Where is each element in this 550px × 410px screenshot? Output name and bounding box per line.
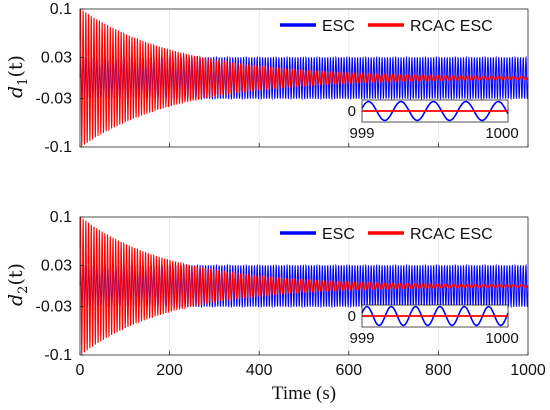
y-tick-label: 0.03 bbox=[41, 257, 72, 274]
inset-line-esc bbox=[361, 305, 509, 327]
x-tick-label: 600 bbox=[335, 362, 362, 379]
y-tick-label: -0.03 bbox=[36, 299, 73, 316]
inset-line-esc bbox=[361, 100, 509, 122]
y-axis-label: d1(t) bbox=[5, 55, 31, 98]
series-line-rcac-esc bbox=[79, 216, 529, 355]
y-ticks: -0.1 -0.03 0.03 0.1 bbox=[36, 1, 84, 156]
y-axis-label-sub: 2 bbox=[16, 286, 31, 294]
y-tick-label: 0.03 bbox=[41, 49, 72, 66]
y-tick-label: -0.1 bbox=[44, 139, 72, 156]
series-layer bbox=[79, 216, 529, 355]
y-axis-label-main: d bbox=[5, 86, 27, 98]
legend: ESC RCAC ESC bbox=[280, 226, 493, 243]
y-tick-label: -0.03 bbox=[36, 91, 73, 108]
legend-label-esc: ESC bbox=[322, 226, 355, 243]
inset-x-tick-label-start: 999 bbox=[349, 330, 374, 347]
inset-series bbox=[361, 100, 509, 122]
x-tick-label: 1000 bbox=[510, 362, 546, 379]
axes-frame bbox=[79, 216, 529, 356]
inset-frame bbox=[361, 99, 509, 123]
x-tick-label: 0 bbox=[76, 362, 85, 379]
y-axis-label-rest: (t) bbox=[5, 263, 27, 285]
y-axis-label-main: d bbox=[5, 294, 27, 306]
subplot-d1: -0.1 -0.03 0.03 0.1 d1(t) ESC RCAC ESC 0 99… bbox=[5, 1, 529, 156]
y-tick-label: -0.1 bbox=[44, 347, 72, 364]
x-ticks: 0 200 400 600 800 1000 bbox=[76, 351, 546, 379]
subplot-d2: -0.1 -0.03 0.03 0.1 0 200 400 600 800 1000 d2(t)… bbox=[5, 209, 546, 404]
series-line-rcac-esc bbox=[79, 8, 529, 147]
y-tick-label: 0.1 bbox=[50, 209, 72, 226]
axes-frame bbox=[79, 8, 529, 148]
inset-zoom: 0 999 1000 bbox=[348, 304, 519, 347]
x-ticks bbox=[79, 143, 529, 147]
y-axis-label-rest: (t) bbox=[5, 55, 27, 77]
legend-label-esc: ESC bbox=[322, 18, 355, 35]
y-tick-label: 0.1 bbox=[50, 1, 72, 18]
x-tick-label: 800 bbox=[425, 362, 452, 379]
inset-series bbox=[361, 305, 509, 327]
y-axis-label-sub: 1 bbox=[16, 78, 31, 86]
y-axis-label: d2(t) bbox=[5, 263, 31, 306]
inset-y-tick-label: 0 bbox=[348, 308, 356, 325]
series-layer bbox=[79, 8, 529, 147]
legend-label-rcac-esc: RCAC ESC bbox=[410, 226, 493, 243]
legend: ESC RCAC ESC bbox=[280, 18, 493, 35]
legend-label-rcac-esc: RCAC ESC bbox=[410, 18, 493, 35]
inset-frame bbox=[361, 304, 509, 328]
x-tick-label: 200 bbox=[156, 362, 183, 379]
inset-x-tick-label-start: 999 bbox=[349, 125, 374, 142]
inset-y-tick-label: 0 bbox=[348, 103, 356, 120]
inset-x-tick-label-end: 1000 bbox=[485, 330, 518, 347]
inset-x-tick-label-end: 1000 bbox=[485, 125, 518, 142]
inset-zoom: 0 999 1000 bbox=[348, 99, 519, 142]
y-ticks: -0.1 -0.03 0.03 0.1 bbox=[36, 209, 84, 364]
x-tick-label: 400 bbox=[246, 362, 273, 379]
x-axis-label: Time (s) bbox=[272, 383, 336, 404]
